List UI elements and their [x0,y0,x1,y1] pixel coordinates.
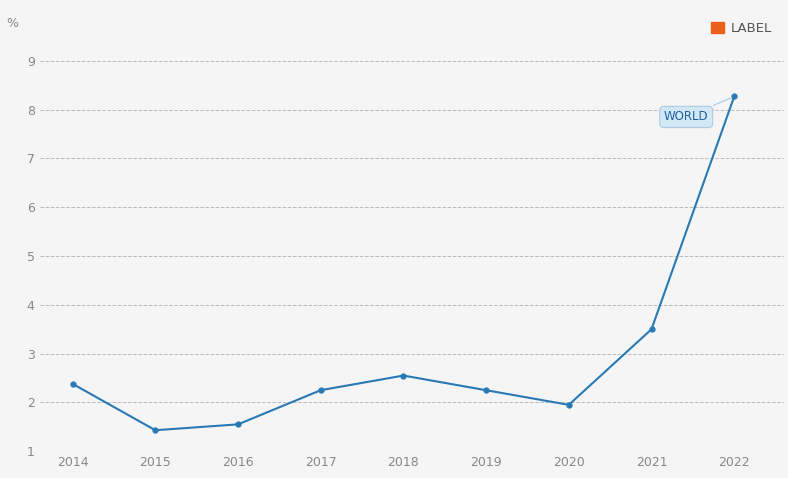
Text: %: % [6,17,18,30]
Legend: LABEL: LABEL [705,16,777,40]
Text: WORLD: WORLD [664,98,732,123]
